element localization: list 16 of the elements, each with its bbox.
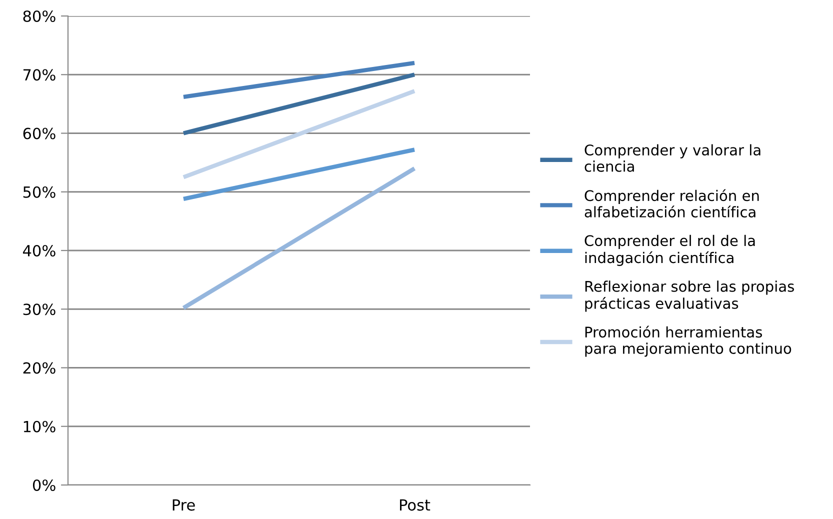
y-tick-label: 0%: [32, 479, 56, 492]
legend-label: Comprender relación en alfabetización científica: [584, 189, 759, 218]
y-tick-label: 70%: [23, 69, 56, 81]
legend-label: Promoción herramientas para mejoramiento continuo: [585, 326, 792, 357]
y-tick-label: 80%: [23, 10, 56, 22]
y-tick-label: 30%: [23, 304, 56, 316]
y-tick-label: 60%: [23, 128, 56, 140]
y-tick-label: 40%: [22, 244, 56, 257]
x-tick-label: Post: [400, 499, 430, 511]
y-tick-label: 20%: [23, 362, 56, 374]
x-tick-label: Pre: [172, 499, 195, 511]
y-tick-label: 50%: [23, 186, 56, 198]
legend-label: Reflexionar sobre las propias prácticas evaluativas: [585, 280, 794, 312]
y-tick-label: 10%: [24, 420, 56, 432]
legend-label: Comprender el rol de la indagación científica: [584, 234, 755, 266]
legend-label: Comprender y valorar la ciencia: [584, 144, 760, 172]
